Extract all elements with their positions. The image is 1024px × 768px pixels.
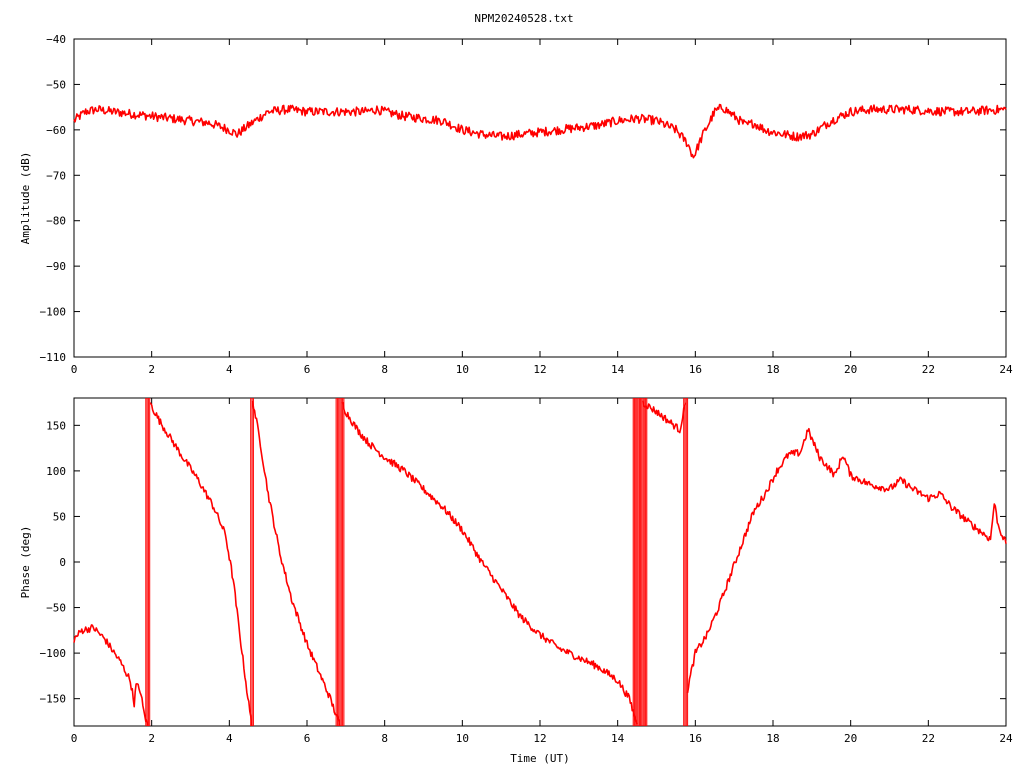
amplitude-x-tick-label: 0: [71, 363, 78, 376]
phase-series-line: [73, 624, 149, 727]
phase-x-tick-label: 6: [304, 732, 311, 745]
amplitude-panel: 0 2 4 6 8 10 12 14 16 18 20 22 24−40−50−60−70−80−90−…: [19, 33, 1013, 376]
phase-y-tick-label: 150: [46, 419, 66, 432]
amplitude-x-tick-label: 4: [226, 363, 233, 376]
phase-x-tick-label: 10: [456, 732, 469, 745]
phase-phase-wrap-band: [145, 398, 151, 726]
amplitude-x-tick-label: 16: [689, 363, 702, 376]
phase-y-tick-label: 0: [59, 556, 66, 569]
phase-x-tick-label: 20: [844, 732, 857, 745]
amplitude-y-tick-label: −80: [46, 215, 66, 228]
amplitude-y-tick-label: −90: [46, 260, 66, 273]
phase-panel: 0 2 4 6 8 10 12 14 16 18 20 22 24150100500−50−100−15…: [19, 397, 1013, 765]
phase-x-tick-label: 12: [533, 732, 546, 745]
phase-series-line: [341, 402, 638, 725]
phase-x-tick-label: 22: [922, 732, 935, 745]
phase-x-axis-label: Time (UT): [510, 752, 570, 765]
phase-x-tick-label: 2: [148, 732, 155, 745]
amplitude-y-tick-label: −100: [40, 306, 67, 319]
amplitude-x-tick-label: 22: [922, 363, 935, 376]
amplitude-x-tick-label: 10: [456, 363, 469, 376]
amplitude-x-tick-label: 20: [844, 363, 857, 376]
amplitude-trace: [73, 103, 1007, 159]
phase-trace: [73, 398, 1007, 727]
phase-phase-wrap-band: [632, 398, 648, 726]
amplitude-x-tick-label: 8: [381, 363, 388, 376]
amplitude-y-tick-label: −40: [46, 33, 66, 46]
phase-x-tick-label: 24: [999, 732, 1013, 745]
amplitude-plot-frame: [73, 38, 1007, 358]
phase-x-tick-label: 18: [766, 732, 779, 745]
amplitude-y-tick-label: −110: [40, 351, 67, 364]
phase-y-tick-label: −50: [46, 602, 66, 615]
phase-phase-wrap-band: [683, 398, 689, 726]
phase-phase-wrap-band: [250, 398, 254, 726]
phase-series-line: [642, 400, 687, 434]
phase-y-tick-label: 100: [46, 465, 66, 478]
phase-y-axis-label: Phase (deg): [19, 526, 32, 599]
amplitude-y-tick-label: −70: [46, 169, 66, 182]
amplitude-x-tick-label: 24: [999, 363, 1013, 376]
phase-x-tick-label: 8: [381, 732, 388, 745]
amplitude-ticks: 0 2 4 6 8 10 12 14 16 18 20 22 24−40−50−60−70−80−90−…: [40, 33, 1013, 376]
amplitude-y-tick-label: −50: [46, 78, 66, 91]
phase-series-line: [149, 402, 253, 727]
phase-ticks: 0 2 4 6 8 10 12 14 16 18 20 22 24150100500−50−100−15…: [40, 398, 1013, 745]
amplitude-x-tick-label: 14: [611, 363, 625, 376]
phase-phase-wrap-band: [335, 398, 345, 726]
phase-y-tick-label: 50: [53, 510, 66, 523]
phase-series-line: [251, 400, 341, 727]
amplitude-x-tick-label: 6: [304, 363, 311, 376]
amplitude-y-axis-label: Amplitude (dB): [19, 152, 32, 245]
phase-x-tick-label: 14: [611, 732, 625, 745]
phase-x-tick-label: 4: [226, 732, 233, 745]
amplitude-y-tick-label: −60: [46, 124, 66, 137]
amplitude-series-line: [73, 103, 1007, 159]
phase-y-tick-label: −100: [40, 647, 67, 660]
phase-series-line: [686, 427, 1007, 694]
phase-x-tick-label: 0: [71, 732, 78, 745]
phase-y-tick-label: −150: [40, 693, 67, 706]
amplitude-x-tick-label: 2: [148, 363, 155, 376]
amplitude-x-tick-label: 12: [533, 363, 546, 376]
phase-plot-frame: [73, 397, 1007, 727]
phase-x-tick-label: 16: [689, 732, 702, 745]
chart-title: NPM20240528.txt: [474, 12, 573, 25]
amplitude-x-tick-label: 18: [766, 363, 779, 376]
